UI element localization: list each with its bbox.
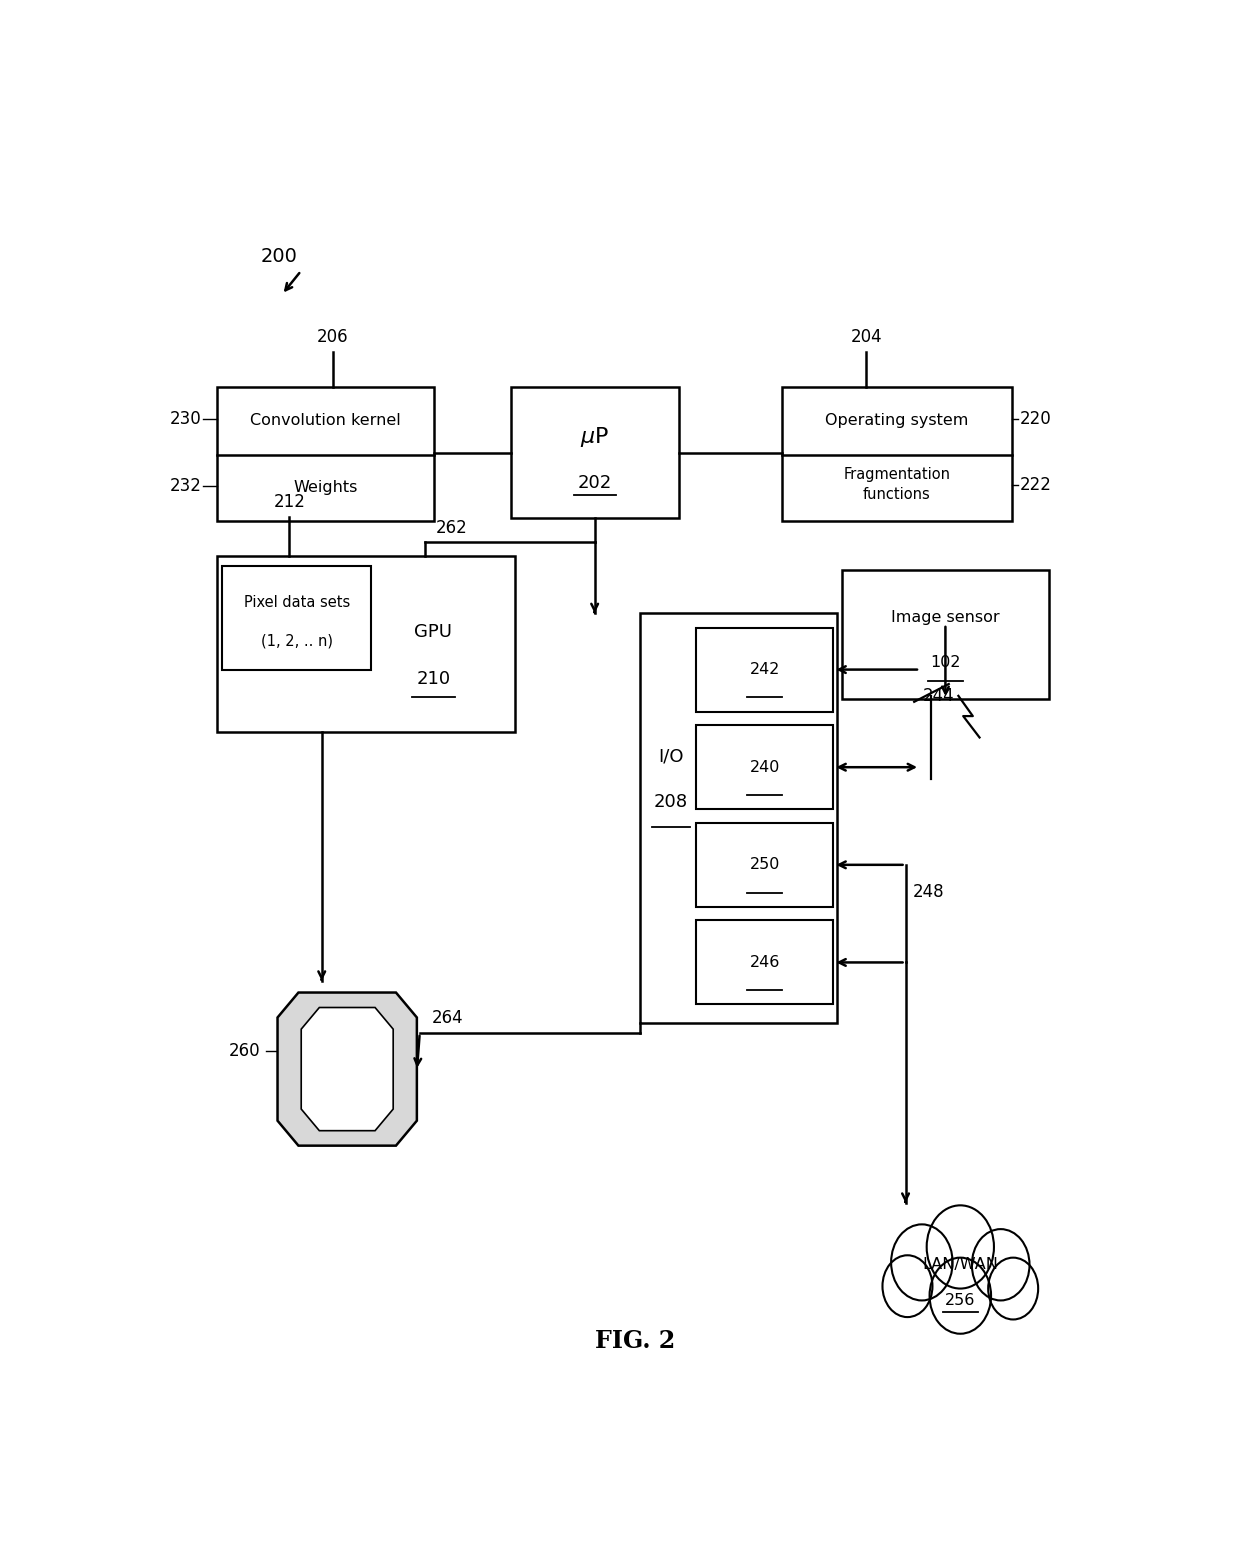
Text: 220: 220	[1019, 411, 1052, 428]
Bar	[217, 556, 516, 732]
Bar	[696, 726, 833, 809]
Circle shape	[988, 1258, 1038, 1320]
Text: 260: 260	[229, 1042, 260, 1059]
Text: 232: 232	[169, 477, 201, 496]
Text: 262: 262	[436, 519, 467, 537]
Text: 202: 202	[578, 474, 611, 493]
Polygon shape	[278, 993, 417, 1146]
Circle shape	[892, 1224, 952, 1300]
Text: 244: 244	[923, 687, 955, 704]
Text: Convolution kernel: Convolution kernel	[250, 414, 401, 428]
Circle shape	[883, 1255, 932, 1317]
Bar	[222, 565, 371, 670]
Text: 222: 222	[1019, 476, 1052, 494]
Text: Pixel data sets: Pixel data sets	[243, 594, 350, 610]
Bar	[217, 388, 434, 520]
Text: (1, 2, .. n): (1, 2, .. n)	[260, 633, 332, 648]
Circle shape	[926, 1206, 994, 1289]
Text: 204: 204	[851, 327, 882, 346]
Text: 242: 242	[749, 662, 780, 678]
Text: 200: 200	[260, 247, 298, 266]
Polygon shape	[301, 1008, 393, 1130]
Circle shape	[972, 1229, 1029, 1300]
Text: LAN/WAN: LAN/WAN	[923, 1257, 998, 1272]
Text: I/O: I/O	[658, 747, 683, 766]
Text: 212: 212	[273, 493, 305, 511]
Text: $\mu$P: $\mu$P	[580, 425, 609, 449]
Bar	[640, 613, 837, 1024]
Text: GPU: GPU	[414, 622, 453, 641]
Text: 208: 208	[653, 794, 688, 811]
Text: 102: 102	[930, 655, 961, 670]
Text: 206: 206	[317, 327, 348, 346]
Text: 246: 246	[749, 954, 780, 970]
Circle shape	[930, 1258, 991, 1334]
Text: 230: 230	[170, 411, 201, 428]
Text: Fragmentation
functions: Fragmentation functions	[843, 468, 950, 502]
Text: 256: 256	[945, 1292, 976, 1308]
Text: 250: 250	[749, 857, 780, 872]
Bar	[696, 920, 833, 1005]
Bar	[696, 627, 833, 712]
Text: 240: 240	[749, 760, 780, 775]
Text: FIG. 2: FIG. 2	[595, 1329, 676, 1353]
Text: 248: 248	[913, 883, 945, 902]
Text: Weights: Weights	[294, 480, 358, 494]
Bar	[842, 570, 1049, 699]
Text: 210: 210	[417, 670, 450, 689]
Text: Image sensor: Image sensor	[892, 610, 999, 625]
Text: 264: 264	[432, 1010, 463, 1027]
Bar	[511, 388, 678, 519]
Bar	[696, 823, 833, 906]
Bar	[781, 388, 1012, 520]
Text: Operating system: Operating system	[825, 414, 968, 428]
